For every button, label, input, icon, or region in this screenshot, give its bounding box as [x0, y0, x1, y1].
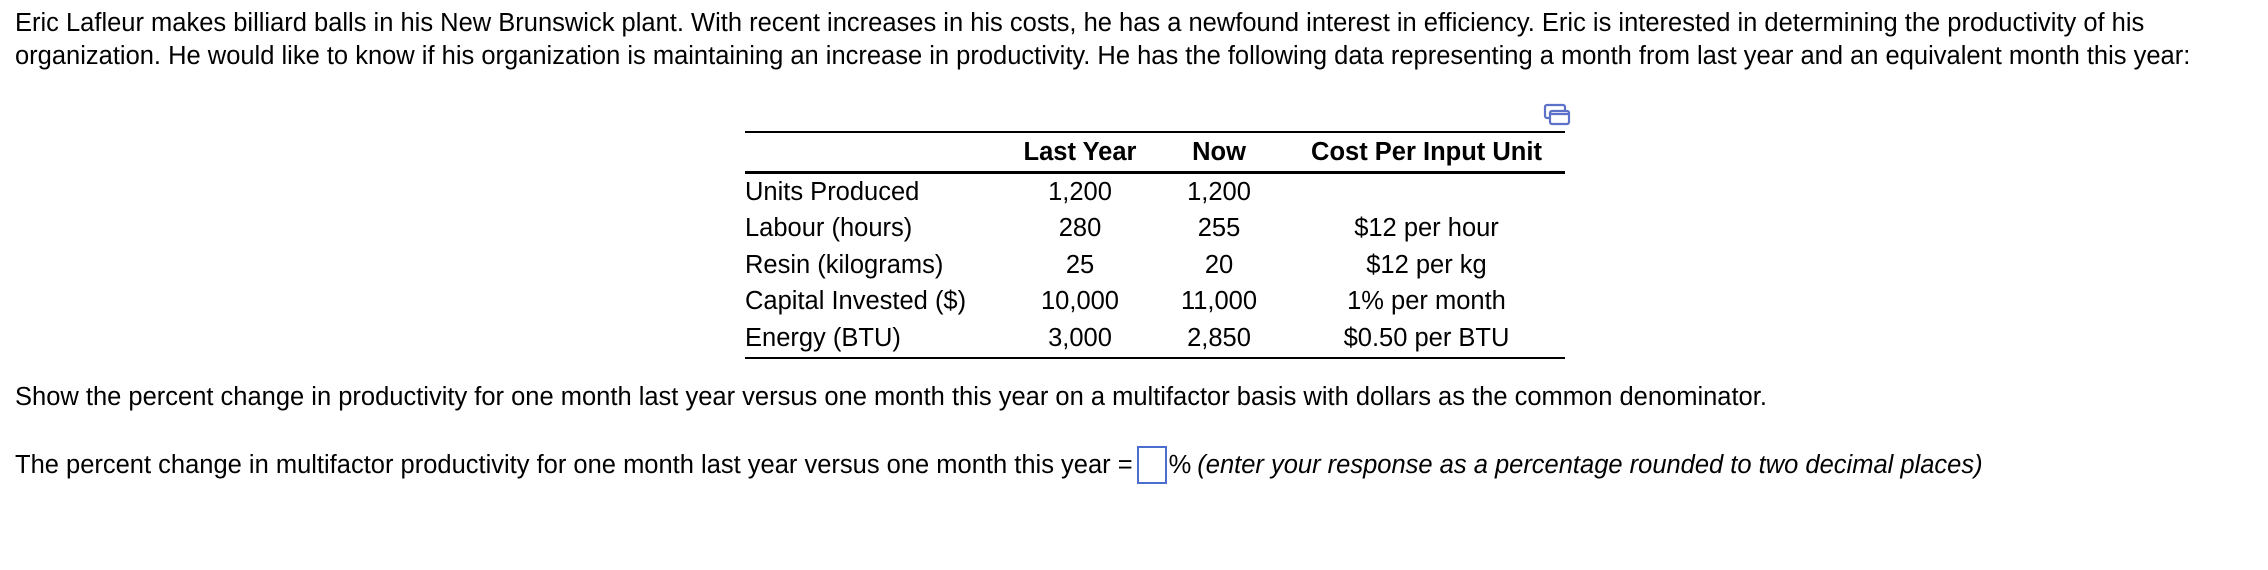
- now-value: 11,000: [1180, 287, 1258, 316]
- last-year-value: 10,000: [1041, 287, 1119, 316]
- row-label: Units Produced: [745, 177, 920, 206]
- cost-value: 1% per month: [1347, 287, 1506, 316]
- table-header-row: Last Year Now Cost Per Input Unit: [745, 132, 1565, 174]
- row-label: Resin (kilograms): [745, 250, 944, 279]
- header-cost-per-input-unit: Cost Per Input Unit: [1288, 132, 1565, 174]
- table-row: Units Produced 1,200 1,200: [745, 173, 1565, 211]
- answer-hint: (enter your response as a percentage rou…: [1197, 450, 1983, 479]
- problem-intro: Eric Lafleur makes billiard balls in his…: [15, 9, 2191, 70]
- copy-icon[interactable]: [1543, 103, 1571, 127]
- percent-sign: %: [1168, 450, 1192, 479]
- table-row: Capital Invested ($) 10,000 11,000 1% pe…: [745, 284, 1565, 321]
- last-year-value: 1,200: [1048, 177, 1112, 206]
- last-year-value: 3,000: [1010, 320, 1150, 359]
- last-year-value: 25: [1065, 250, 1095, 279]
- now-value: 255: [1197, 214, 1241, 243]
- now-value: 2,850: [1150, 320, 1288, 359]
- now-value: 20: [1204, 250, 1234, 279]
- header-last-year: Last Year: [1010, 132, 1150, 174]
- table-row: Labour (hours) 280 255 $12 per hour: [745, 211, 1565, 248]
- cost-value: [1288, 173, 1565, 211]
- table-row: Energy (BTU) 3,000 2,850 $0.50 per BTU: [745, 320, 1565, 359]
- cost-value: $12 per kg: [1366, 250, 1487, 279]
- question-text: Show the percent change in productivity …: [15, 383, 1767, 411]
- header-blank: [745, 132, 1010, 174]
- last-year-value: 280: [1058, 214, 1102, 243]
- row-label: Energy (BTU): [745, 320, 1010, 359]
- data-table: Last Year Now Cost Per Input Unit Units …: [745, 131, 1565, 359]
- table-row: Resin (kilograms) 25 20 $12 per kg: [745, 247, 1565, 284]
- header-now: Now: [1150, 132, 1288, 174]
- answer-prefix: The percent change in multifactor produc…: [15, 450, 1133, 479]
- cost-value: $0.50 per BTU: [1288, 320, 1565, 359]
- percent-change-input[interactable]: [1136, 446, 1167, 484]
- now-value: 1,200: [1187, 177, 1251, 206]
- row-label: Labour (hours): [745, 214, 913, 243]
- row-label: Capital Invested ($): [745, 287, 967, 316]
- answer-line: The percent change in multifactor produc…: [15, 446, 1983, 484]
- cost-value: $12 per hour: [1354, 214, 1499, 243]
